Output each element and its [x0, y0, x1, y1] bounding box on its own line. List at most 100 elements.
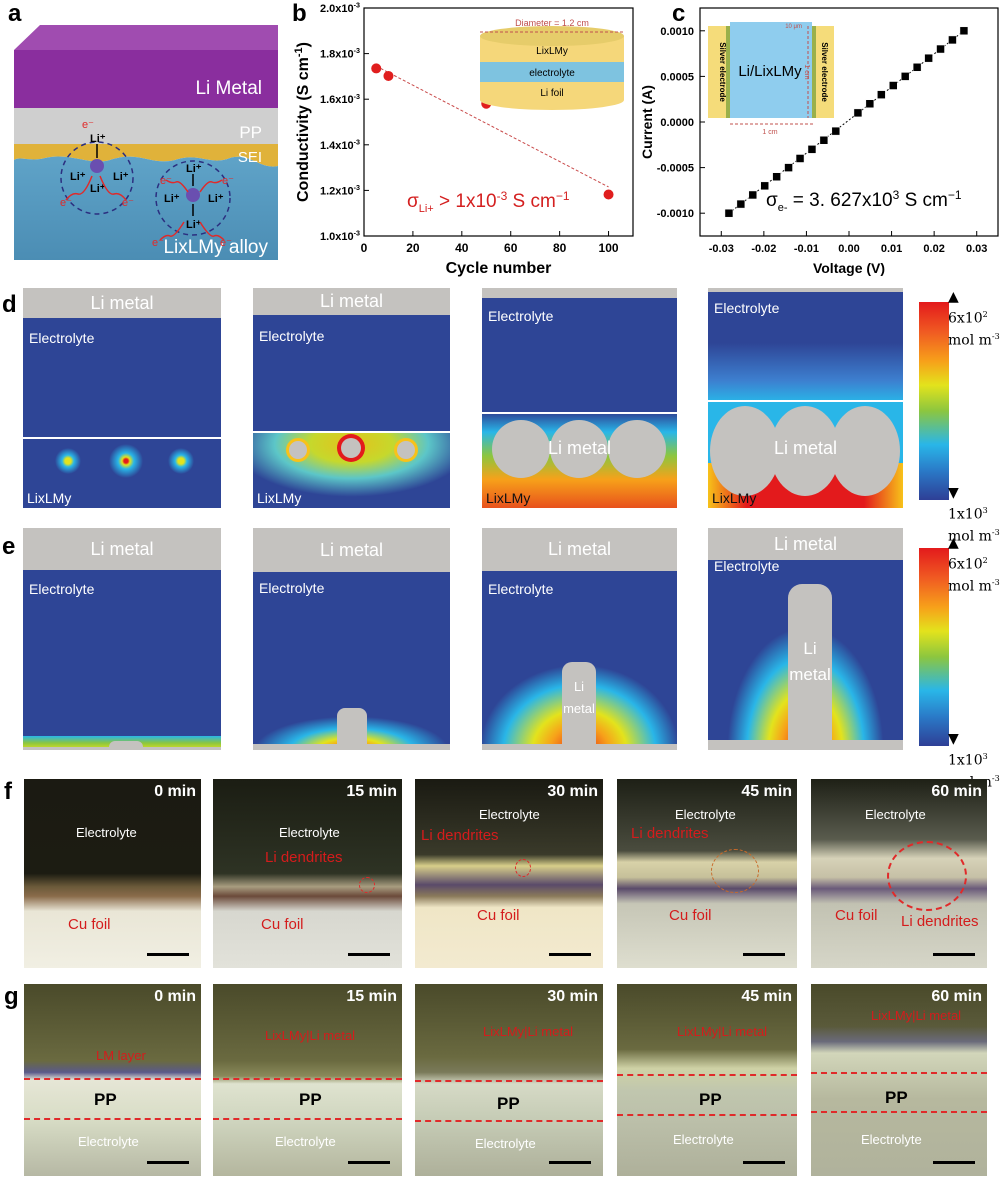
li-nucleus-right	[186, 188, 200, 202]
dendrite-circle	[515, 859, 531, 877]
li-metal-dendrite-label: Li metal	[789, 639, 831, 684]
dendrite-label: Li dendrites	[265, 849, 343, 866]
svg-text:e⁻: e⁻	[222, 175, 234, 187]
interface-dash-upper	[811, 1072, 987, 1074]
layer-label: LixLMy|Li metal	[483, 1024, 574, 1039]
li-sphere-3	[608, 420, 666, 478]
electrolyte-label: Electrolyte	[675, 807, 736, 822]
inset-electrolyte	[480, 62, 624, 82]
photo-g-0min: 0 min LM layer PP Electrolyte	[24, 984, 201, 1176]
time-label: 45 min	[741, 988, 792, 1005]
svg-text:Li⁺: Li⁺	[90, 133, 106, 145]
inset-height-label: 1 cm	[803, 64, 810, 79]
li-protrusion	[109, 741, 143, 750]
data-point	[807, 145, 817, 154]
interface-dash-upper	[213, 1078, 402, 1080]
x-tick-label: 60	[504, 241, 518, 255]
panel-label-g: g	[4, 983, 19, 1010]
data-point	[383, 70, 394, 81]
alloy-label: LixLMy	[257, 490, 302, 506]
interface-dash-lower	[213, 1118, 402, 1120]
svg-text:e⁻: e⁻	[152, 237, 164, 249]
substrate	[23, 747, 221, 750]
alloy-label: LixLMy	[486, 490, 531, 506]
data-point	[912, 63, 922, 72]
photo-g-30min: 30 min LixLMy|Li metal PP Electrolyte	[415, 984, 603, 1176]
label-li-metal: Li Metal	[195, 78, 262, 99]
sim-d-2: Li metal Electrolyte LixLMy	[253, 288, 450, 508]
x-tick-label: -0.01	[794, 243, 819, 255]
li-metal-dendrite-label: Li metal	[563, 679, 595, 716]
electrolyte-label: Electrolyte	[29, 581, 95, 597]
scale-bar	[348, 1161, 390, 1164]
li-dendrite	[562, 662, 596, 750]
electrolyte-label: Electrolyte	[475, 1136, 536, 1151]
data-point	[819, 135, 829, 145]
chart-b: 0 20 40 60 80 100 1.0x10-3 1.2x10-3 1.4x10-3 1.6x…	[293, 2, 634, 277]
li-sphere-3	[830, 406, 900, 496]
label-alloy: LixLMy alloy	[163, 237, 268, 258]
scale-bar	[743, 1161, 785, 1164]
nucleus-3	[397, 441, 415, 459]
electrolyte-label: Electrolyte	[259, 580, 325, 596]
svg-text:Li⁺: Li⁺	[90, 183, 106, 195]
sim-d-3: Electrolyte Li metal LixLMy	[482, 288, 677, 508]
x-tick-label: 0.01	[881, 243, 902, 255]
photo-g-45min: 45 min LixLMy|Li metal PP Electrolyte	[617, 984, 797, 1176]
scale-bar	[549, 953, 591, 956]
data-point	[900, 72, 910, 81]
conductivity-annotation: σLi+ > 1x10-3 S cm−1	[407, 189, 570, 215]
pp-label: PP	[299, 1090, 322, 1109]
sim-e-3: Li metal Electrolyte Li metal	[482, 528, 677, 750]
data-point	[795, 154, 805, 163]
photo-f-0min: 0 min Electrolyte Cu foil	[24, 779, 201, 968]
y-tick-label: -0.0005	[657, 163, 694, 175]
data-point	[831, 126, 841, 136]
pp-label: PP	[497, 1094, 520, 1113]
time-label: 15 min	[346, 988, 397, 1005]
time-label: 15 min	[346, 783, 397, 800]
inset-electrode-side-left	[726, 26, 730, 118]
colorbar-d	[919, 302, 949, 500]
time-label: 60 min	[931, 988, 982, 1005]
sim-e-2: Li metal Electrolyte	[253, 528, 450, 750]
li-nucleus-circle-right	[155, 160, 231, 236]
y-tick-label: 2.0x10-3	[320, 2, 360, 15]
alloy-label: LixLMy	[27, 490, 72, 506]
inset-electrode-side-right	[812, 26, 816, 118]
inset-diameter-label: Diameter = 1.2 cm	[515, 18, 589, 28]
electron-paths	[65, 175, 225, 241]
inset-layer-electrolyte: electrolyte	[529, 68, 575, 79]
li-nucleus-left	[90, 159, 104, 173]
li-metal-top: Li metal	[23, 528, 221, 570]
data-point	[603, 189, 614, 200]
panel-label-c: c	[672, 0, 686, 27]
dendrite-circle	[359, 877, 375, 893]
electrolyte-label: Electrolyte	[29, 330, 95, 346]
svg-text:e⁻: e⁻	[160, 175, 172, 187]
time-label: 30 min	[547, 783, 598, 800]
dendrite-circle	[887, 841, 967, 911]
time-label: 0 min	[154, 783, 196, 800]
li-metal-top: Li metal	[482, 528, 677, 571]
dendrite-label: Li dendrites	[631, 825, 709, 842]
electrolyte-label: Electrolyte	[714, 300, 780, 316]
x-axis-label: Voltage (V)	[813, 260, 885, 276]
li-metal-top: Li metal	[253, 288, 450, 315]
svg-text:Li⁺: Li⁺	[70, 171, 86, 183]
data-point	[889, 81, 898, 90]
svg-text:Li⁺: Li⁺	[186, 163, 202, 175]
nucleus-1	[289, 441, 307, 459]
electrolyte-label: Electrolyte	[488, 581, 554, 597]
layer-label: LixLMy|Li metal	[265, 1028, 356, 1043]
x-tick-label: 0	[361, 241, 368, 255]
label-sei: SEI	[238, 149, 262, 166]
x-axis-label: Cycle number	[446, 260, 552, 277]
data-point	[748, 190, 758, 200]
electrolyte-label: Electrolyte	[259, 328, 325, 344]
svg-text:Li⁺: Li⁺	[186, 219, 202, 231]
substrate	[253, 744, 450, 750]
x-tick-label: 80	[553, 241, 567, 255]
electrolyte-label: Electrolyte	[714, 558, 780, 574]
time-label: 0 min	[154, 988, 196, 1005]
